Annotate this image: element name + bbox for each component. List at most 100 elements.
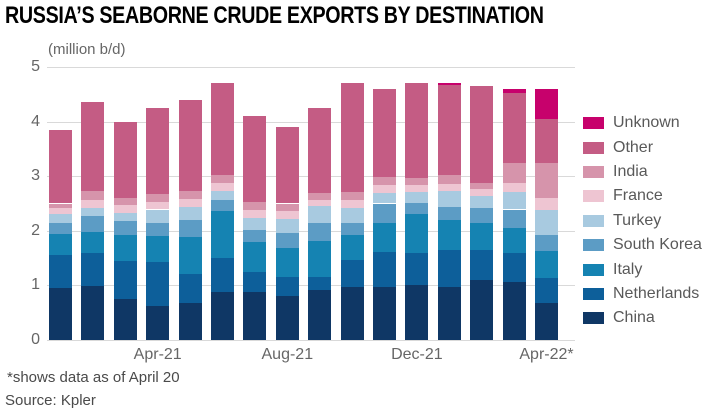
bar-segment <box>178 236 202 274</box>
bar-segment <box>405 252 429 285</box>
legend-item: Turkey <box>583 209 702 233</box>
bar-segment <box>340 223 364 235</box>
bar-segment <box>405 192 429 203</box>
bar-segment <box>340 192 364 200</box>
bar-segment <box>502 182 526 193</box>
bar-segment <box>308 276 332 291</box>
bar-segment <box>535 277 558 304</box>
x-axis-tick-label: Aug-21 <box>261 346 314 363</box>
bar-segment <box>470 207 494 224</box>
bar-segment <box>373 223 396 252</box>
bar-segment <box>146 107 170 195</box>
bar-segment <box>178 191 202 200</box>
bar-segment <box>211 199 234 212</box>
bar-segment <box>308 241 332 277</box>
bar-segment <box>49 233 72 256</box>
bar-segment <box>405 214 429 253</box>
bar-segment <box>340 259 364 288</box>
bar-segment <box>275 276 299 297</box>
bar-segment <box>373 185 396 193</box>
bar-segment <box>211 175 234 184</box>
bar-segment <box>340 199 364 208</box>
x-axis-tick-label: Apr-22* <box>519 346 574 363</box>
bar-segment <box>437 85 461 176</box>
bar-segment <box>502 228 526 254</box>
bar-segment <box>146 209 170 223</box>
bar-segment <box>113 260 137 300</box>
legend-swatch <box>583 190 604 203</box>
bar-segment <box>146 262 170 307</box>
bar-segment <box>243 271 267 292</box>
bar-segment <box>178 273 202 303</box>
legend-item: China <box>583 306 702 330</box>
legend-swatch <box>583 117 604 130</box>
bar-segment <box>275 248 299 277</box>
bar-segment <box>113 299 137 340</box>
x-axis-tick-label: Apr-21 <box>133 346 182 363</box>
legend-swatch <box>583 263 604 276</box>
bar-segment <box>211 291 234 340</box>
bar-segment <box>470 183 494 189</box>
bar-segment <box>243 241 267 272</box>
y-axis-tick-label: 2 <box>31 221 40 239</box>
bar-segment <box>275 203 299 212</box>
bar-segment <box>373 176 396 186</box>
legend-label: Italy <box>613 260 643 278</box>
bar-segment <box>178 220 202 237</box>
bar-segment <box>178 99 202 192</box>
bar-segment <box>146 201 170 210</box>
bar-segment <box>340 83 364 193</box>
bar-segment <box>81 286 105 340</box>
legend-item: Unknown <box>583 111 702 135</box>
bar-segment <box>373 88 396 177</box>
bar-segment <box>470 195 494 208</box>
bar-segment <box>81 232 105 253</box>
legend-label: France <box>613 187 663 205</box>
bar-segment <box>178 206 202 221</box>
legend-label: Netherlands <box>613 284 700 302</box>
bar-segment <box>502 281 526 340</box>
bar-segment <box>308 223 332 242</box>
bar-segment <box>470 249 494 280</box>
legend-item: Other <box>583 135 702 159</box>
bar-segment <box>405 202 429 215</box>
bar-segment <box>502 93 526 163</box>
bar-segment <box>146 222 170 237</box>
bar-segment <box>437 287 461 340</box>
bar-segment <box>470 279 494 340</box>
bar-segment <box>437 183 461 192</box>
bar-segment <box>373 192 396 204</box>
bar-segment <box>243 202 267 210</box>
y-axis-tick-label: 0 <box>31 331 40 348</box>
legend-item: South Korea <box>583 233 702 257</box>
bar-segment <box>308 192 332 200</box>
legend-swatch <box>583 141 604 154</box>
bar-segment <box>308 290 332 340</box>
legend-swatch <box>583 287 604 300</box>
bar-segment <box>502 209 526 229</box>
bar-segment <box>308 199 332 207</box>
bar-segment <box>49 288 72 340</box>
legend-item: Italy <box>583 257 702 281</box>
bar-segment <box>373 203 396 224</box>
bar-segment <box>49 203 72 208</box>
bar-segment <box>49 207 72 215</box>
source-label: Source: Kpler <box>5 392 96 409</box>
bar-segment <box>146 306 170 340</box>
bar-segment <box>113 234 137 261</box>
bar-segment <box>275 232 299 249</box>
bar-segment <box>470 188 494 196</box>
bar-segment <box>275 296 299 340</box>
bar-segment <box>373 251 396 288</box>
bar-segment <box>49 222 72 234</box>
bar-segment <box>437 83 461 85</box>
bar-segment <box>211 211 234 259</box>
bar-segment <box>243 229 267 242</box>
bar-segment <box>243 116 267 203</box>
bar-segment <box>535 118 558 163</box>
bar-segment <box>49 214 72 223</box>
legend-item: France <box>583 184 702 208</box>
bar-segment <box>275 127 299 204</box>
bar-segment <box>437 191 461 207</box>
bar-segment <box>470 86 494 184</box>
